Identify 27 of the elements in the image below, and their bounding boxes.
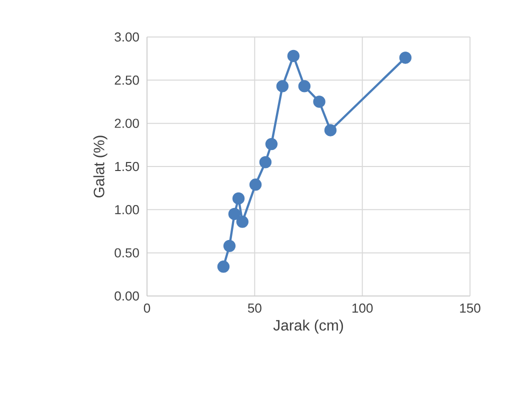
point [223, 240, 236, 252]
y-tick-label: 2.50 [114, 76, 139, 85]
y-tick-label: 0.50 [114, 248, 139, 258]
point [276, 80, 289, 92]
y-tick-label: 0.00 [114, 291, 139, 301]
point [236, 216, 248, 228]
point [232, 192, 245, 205]
point [313, 96, 326, 108]
x-tick-label: 0 [144, 304, 150, 313]
x-axis-title: Jarak (cm) [273, 320, 343, 334]
y-tick-label: 2.00 [114, 118, 139, 128]
point [298, 80, 311, 92]
y-tick-label: 3.00 [114, 32, 139, 42]
point [399, 52, 412, 64]
point [265, 138, 278, 150]
y-axis-title: Galat (%) [93, 136, 108, 198]
x-tick-label: 100 [352, 304, 373, 313]
y-tick-label: 1.00 [115, 205, 139, 214]
point [259, 156, 272, 168]
point [324, 124, 337, 136]
point [228, 208, 241, 220]
y-tick-label: 1.50 [115, 162, 139, 172]
x-tick-label: 150 [460, 304, 480, 313]
point [249, 178, 262, 191]
point [287, 50, 300, 62]
point [217, 260, 230, 273]
x-tick-label: 50 [248, 304, 262, 313]
